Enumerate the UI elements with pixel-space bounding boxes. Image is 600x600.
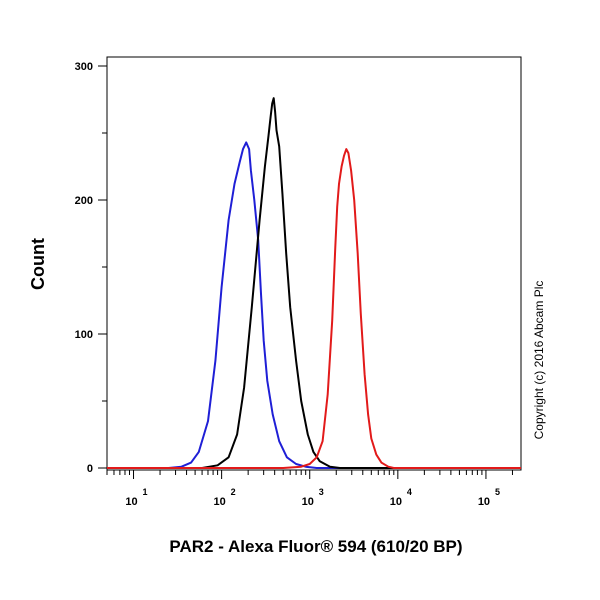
y-axis: 0 100 200 300 — [75, 61, 107, 475]
x-tick-label: 10 — [125, 496, 137, 508]
plot-frame — [106, 56, 522, 471]
copyright-watermark: Copyright (c) 2016 Abcam Plc — [532, 281, 546, 440]
x-tick-label: 10 — [302, 496, 314, 508]
x-tick-exponent: 2 — [231, 487, 236, 497]
x-tick-exponent: 1 — [143, 487, 148, 497]
series-line-2 — [107, 97, 521, 469]
x-tick-label: 10 — [478, 496, 490, 508]
x-tick-label: 10 — [390, 496, 402, 508]
y-tick-label: 100 — [75, 329, 93, 341]
x-tick-exponent: 4 — [407, 487, 412, 497]
y-tick-label: 200 — [75, 195, 93, 207]
series-line-1 — [107, 141, 521, 469]
y-axis-title: Count — [28, 238, 48, 290]
y-tick-label: 0 — [87, 463, 93, 475]
series-layer — [107, 97, 521, 469]
series-line-3 — [107, 148, 521, 469]
x-axis: 10 1 10 2 10 3 10 4 10 5 — [106, 470, 513, 508]
x-tick-label: 10 — [214, 496, 226, 508]
x-tick-exponent: 5 — [495, 487, 500, 497]
x-tick-exponent: 3 — [319, 487, 324, 497]
x-axis-title: PAR2 - Alexa Fluor® 594 (610/20 BP) — [169, 537, 462, 556]
y-tick-label: 300 — [75, 61, 93, 73]
